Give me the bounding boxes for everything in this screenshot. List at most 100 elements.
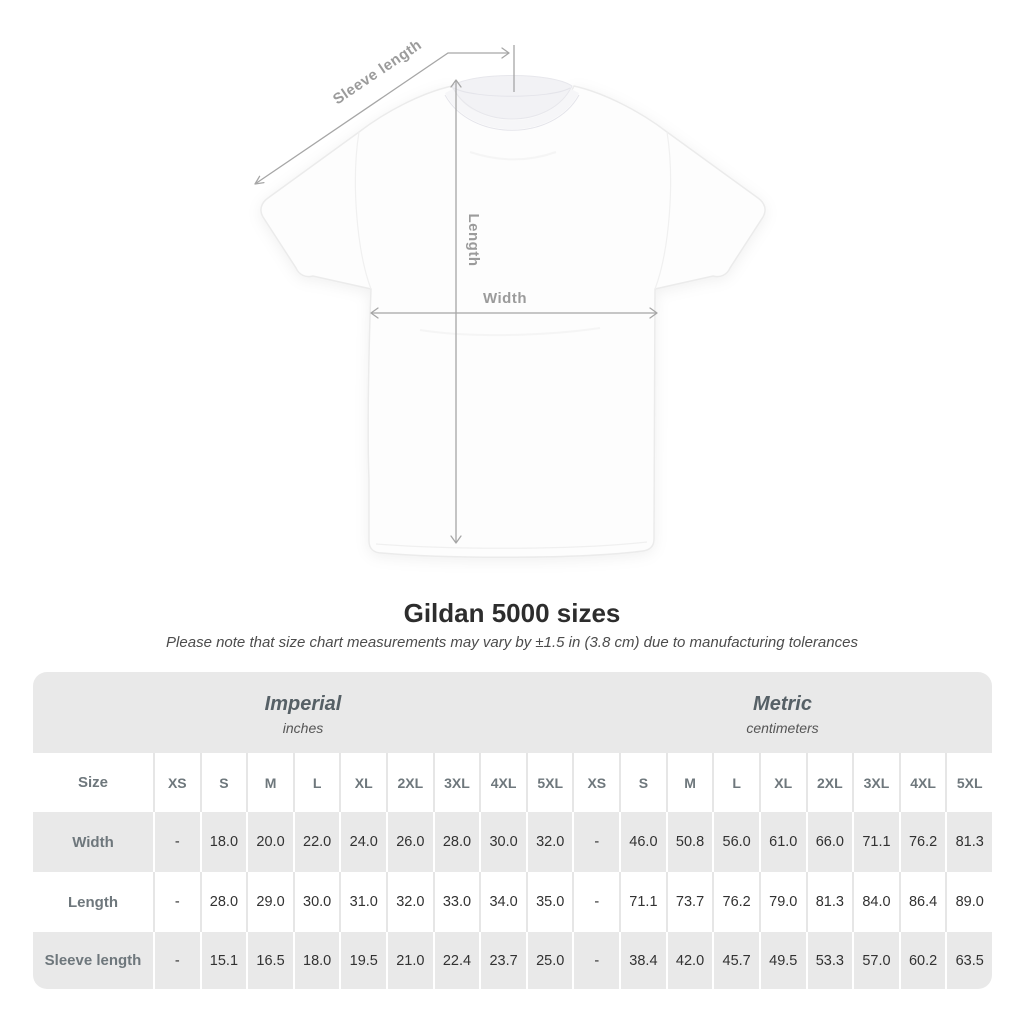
width-imperial-5xl: 32.0 — [525, 812, 573, 872]
left-armhole-seam — [354, 131, 372, 290]
length-label: Length — [465, 214, 482, 267]
size-table: Imperial inches Metric centimeters Size … — [33, 672, 992, 989]
sleeve-length-metric-2xl: 53.3 — [805, 932, 853, 989]
tshirt-figure: Sleeve length Length Width — [254, 36, 766, 559]
table-header-row: Size XS S M L XL 2XL 3XL 4XL 5XL XS S M L XL 2XL 3XL 4XL… — [33, 753, 992, 812]
sleeve-length-metric-3xl: 57.0 — [852, 932, 899, 989]
size-header-metric-5xl: 5XL — [945, 753, 992, 812]
length-metric-5xl: 89.0 — [945, 872, 992, 932]
size-header-imperial-5xl: 5XL — [525, 753, 573, 812]
length-metric-2xl: 81.3 — [805, 872, 853, 932]
size-column-header: Size — [77, 774, 108, 791]
table-row-sleeve-length: Sleeve length -15.1 16.5 18.0 19.5 21.0 22.4 23… — [33, 932, 992, 989]
page-title: Gildan 5000 sizes — [403, 598, 621, 628]
tolerance-note: Please note that size chart measurements… — [166, 634, 858, 651]
width-metric-3xl: 71.1 — [852, 812, 899, 872]
sleeve-length-imperial-xs: - — [153, 932, 200, 989]
sleeve-length-imperial-2xl: 21.0 — [386, 932, 433, 989]
tshirt-collar-back-seam — [453, 87, 571, 97]
sleeve-length-imperial-l: 18.0 — [292, 932, 340, 989]
sleeve-length-imperial-3xl: 22.4 — [432, 932, 480, 989]
imperial-label: Imperial — [264, 693, 342, 715]
size-header-imperial-2xl: 2XL — [386, 753, 433, 812]
length-metric-xl: 79.0 — [758, 872, 806, 932]
length-imperial-xs: - — [153, 872, 200, 932]
width-imperial-xs: - — [153, 812, 200, 872]
width-metric-2xl: 66.0 — [805, 812, 853, 872]
width-label: Width — [483, 290, 527, 307]
length-metric-l: 76.2 — [712, 872, 759, 932]
row-label-sleeve-length: Sleeve length — [44, 952, 142, 969]
width-imperial-4xl: 30.0 — [479, 812, 526, 872]
length-metric-4xl: 86.4 — [898, 872, 946, 932]
length-imperial-l: 30.0 — [292, 872, 340, 932]
unit-header-band: Imperial inches Metric centimeters — [33, 672, 992, 753]
length-metric-m: 73.7 — [665, 872, 713, 932]
right-armhole-seam — [654, 131, 672, 290]
size-header-imperial-xl: XL — [339, 753, 386, 812]
row-label-length: Length — [68, 893, 118, 911]
width-imperial-xl: 24.0 — [339, 812, 386, 872]
size-header-metric-s: S — [619, 753, 666, 812]
size-header-metric-2xl: 2XL — [805, 753, 853, 812]
width-metric-m: 50.8 — [665, 812, 713, 872]
size-header-imperial-s: S — [199, 753, 247, 812]
row-label-width: Width — [72, 833, 114, 851]
size-header-imperial-l: L — [292, 753, 340, 812]
size-header-metric-m: M — [665, 753, 713, 812]
tshirt-size-diagram: Sleeve length Length Width — [254, 36, 766, 559]
length-imperial-5xl: 35.0 — [525, 872, 573, 932]
sleeve-length-metric-5xl: 63.5 — [945, 932, 992, 989]
sleeve-length-metric-xs: - — [572, 932, 619, 989]
width-imperial-3xl: 28.0 — [432, 812, 480, 872]
width-arrow — [370, 307, 658, 319]
width-metric-4xl: 76.2 — [898, 812, 946, 872]
length-imperial-2xl: 32.0 — [386, 872, 433, 932]
tshirt-body — [260, 85, 766, 559]
length-imperial-s: 28.0 — [199, 872, 247, 932]
size-header-metric-xl: XL — [758, 753, 806, 812]
length-metric-3xl: 84.0 — [852, 872, 899, 932]
width-imperial-2xl: 26.0 — [386, 812, 433, 872]
sleeve-length-metric-s: 38.4 — [619, 932, 666, 989]
fabric-wrinkle — [469, 151, 557, 161]
sleeve-length-metric-xl: 49.5 — [758, 932, 806, 989]
sleeve-length-imperial-4xl: 23.7 — [479, 932, 526, 989]
metric-header: Metric centimeters — [573, 672, 992, 753]
tshirt-collar — [451, 75, 573, 120]
size-header-imperial-3xl: 3XL — [432, 753, 480, 812]
width-metric-l: 56.0 — [712, 812, 759, 872]
length-arrow — [450, 79, 462, 544]
imperial-header: Imperial inches — [33, 672, 573, 753]
table-row-width: Width -18.0 20.0 22.0 24.0 26.0 28.0 30.0 32.0-4… — [33, 812, 992, 872]
width-imperial-m: 20.0 — [246, 812, 293, 872]
sleeve-length-imperial-5xl: 25.0 — [525, 932, 573, 989]
length-metric-xs: - — [572, 872, 619, 932]
width-metric-xl: 61.0 — [758, 812, 806, 872]
imperial-unit-label: inches — [282, 720, 324, 736]
length-imperial-4xl: 34.0 — [479, 872, 526, 932]
width-imperial-l: 22.0 — [292, 812, 340, 872]
length-imperial-xl: 31.0 — [339, 872, 386, 932]
table-row-length: Length -28.0 29.0 30.0 31.0 32.0 33.0 34.0 35.0-… — [33, 872, 992, 932]
metric-unit-label: centimeters — [746, 720, 819, 736]
fabric-wrinkle — [419, 327, 601, 337]
size-header-metric-4xl: 4XL — [898, 753, 946, 812]
sleeve-length-arrow — [254, 45, 515, 185]
size-header-imperial-4xl: 4XL — [479, 753, 526, 812]
size-header-metric-3xl: 3XL — [852, 753, 899, 812]
size-header-imperial-xs: XS — [153, 753, 200, 812]
size-header-imperial-m: M — [246, 753, 293, 812]
length-imperial-m: 29.0 — [246, 872, 293, 932]
sleeve-length-metric-l: 45.7 — [712, 932, 759, 989]
sleeve-length-label: Sleeve length — [330, 36, 425, 108]
sleeve-length-imperial-s: 15.1 — [199, 932, 247, 989]
metric-label: Metric — [753, 693, 812, 715]
width-metric-s: 46.0 — [619, 812, 666, 872]
hem-stitch — [375, 541, 648, 549]
length-imperial-3xl: 33.0 — [432, 872, 480, 932]
sleeve-length-metric-m: 42.0 — [665, 932, 713, 989]
width-metric-xs: - — [572, 812, 619, 872]
sleeve-length-imperial-m: 16.5 — [246, 932, 293, 989]
